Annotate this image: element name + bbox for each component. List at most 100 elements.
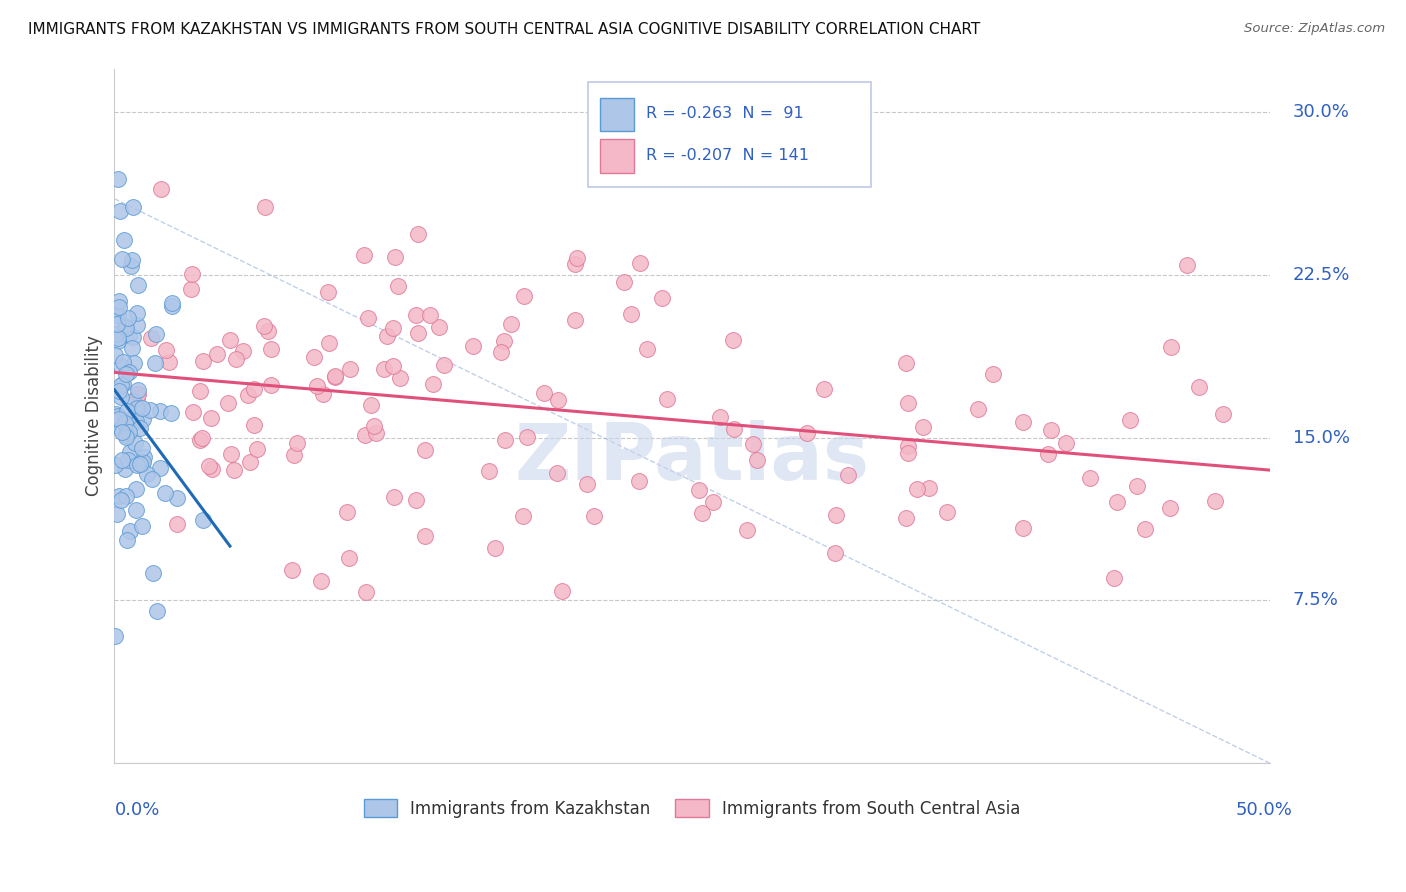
Point xyxy=(104,307,127,321)
Point xyxy=(131,519,153,533)
Point xyxy=(690,506,713,520)
Point xyxy=(323,369,346,384)
Point xyxy=(125,458,148,473)
Point xyxy=(120,524,142,538)
Point xyxy=(127,386,149,401)
Point xyxy=(636,342,658,356)
Point xyxy=(837,468,859,483)
Point xyxy=(110,378,132,392)
Text: R = -0.207  N = 141: R = -0.207 N = 141 xyxy=(645,148,808,163)
Point xyxy=(373,362,395,376)
Point xyxy=(110,359,132,373)
Point xyxy=(105,317,128,331)
Point xyxy=(422,376,444,391)
Point xyxy=(188,433,211,447)
Point xyxy=(565,252,588,266)
Point xyxy=(103,348,125,362)
Point xyxy=(121,253,143,268)
Point xyxy=(232,343,254,358)
Point xyxy=(128,457,150,471)
Point xyxy=(114,318,136,333)
Point xyxy=(115,418,138,433)
Point xyxy=(108,203,131,218)
Point xyxy=(118,425,141,439)
Point xyxy=(257,324,280,338)
Point xyxy=(222,463,245,477)
Point xyxy=(564,313,586,327)
Point xyxy=(413,529,436,543)
Point xyxy=(162,296,184,310)
Point xyxy=(366,426,388,441)
Text: R = -0.263  N =  91: R = -0.263 N = 91 xyxy=(645,106,804,121)
Point xyxy=(141,472,163,486)
Point xyxy=(143,356,166,370)
Point xyxy=(120,260,142,274)
Point xyxy=(796,426,818,441)
FancyBboxPatch shape xyxy=(599,139,634,173)
Point xyxy=(121,394,143,409)
Point xyxy=(323,370,346,384)
FancyBboxPatch shape xyxy=(588,82,872,186)
Point xyxy=(253,319,276,334)
Point xyxy=(356,310,378,325)
Point xyxy=(157,355,180,369)
Point xyxy=(114,462,136,476)
Point xyxy=(433,358,456,372)
Point xyxy=(363,419,385,434)
Point xyxy=(108,294,131,309)
Point xyxy=(824,546,846,560)
Point xyxy=(107,334,129,349)
Point xyxy=(114,416,136,430)
Point xyxy=(1105,495,1128,509)
Point xyxy=(239,455,262,469)
Point xyxy=(225,351,247,366)
Point xyxy=(127,383,149,397)
Point xyxy=(115,430,138,444)
Point xyxy=(105,326,128,341)
Point xyxy=(405,493,427,508)
Text: 15.0%: 15.0% xyxy=(1292,428,1350,447)
Legend: Immigrants from Kazakhstan, Immigrants from South Central Asia: Immigrants from Kazakhstan, Immigrants f… xyxy=(357,793,1028,824)
Point xyxy=(935,505,957,519)
Point xyxy=(405,309,427,323)
Point xyxy=(406,326,429,340)
Point xyxy=(384,250,406,264)
Point xyxy=(478,465,501,479)
Point xyxy=(339,362,361,376)
Point xyxy=(183,405,205,419)
Point xyxy=(121,341,143,355)
Point xyxy=(281,563,304,577)
Point xyxy=(136,467,159,481)
Point xyxy=(688,483,710,497)
Point xyxy=(107,171,129,186)
Point xyxy=(492,334,515,349)
Point xyxy=(406,227,429,242)
Point xyxy=(115,489,138,503)
Point xyxy=(745,453,768,467)
Point xyxy=(620,307,643,321)
Point xyxy=(575,476,598,491)
Point xyxy=(735,523,758,537)
Point xyxy=(118,328,141,343)
Point xyxy=(1102,571,1125,585)
Point xyxy=(107,331,129,345)
Point xyxy=(702,495,724,509)
Point xyxy=(108,301,131,315)
Point xyxy=(117,453,139,467)
Point xyxy=(191,432,214,446)
Point xyxy=(723,422,745,436)
Point xyxy=(354,584,377,599)
Point xyxy=(127,391,149,405)
Point xyxy=(242,382,264,396)
Point xyxy=(1175,258,1198,272)
Point xyxy=(1125,479,1147,493)
Point xyxy=(121,200,143,214)
Point xyxy=(125,414,148,428)
Point xyxy=(166,491,188,505)
Point xyxy=(918,481,941,495)
Point xyxy=(1159,501,1181,516)
Point xyxy=(353,428,375,442)
Point xyxy=(111,425,134,439)
Point xyxy=(118,365,141,379)
Point xyxy=(180,267,202,281)
